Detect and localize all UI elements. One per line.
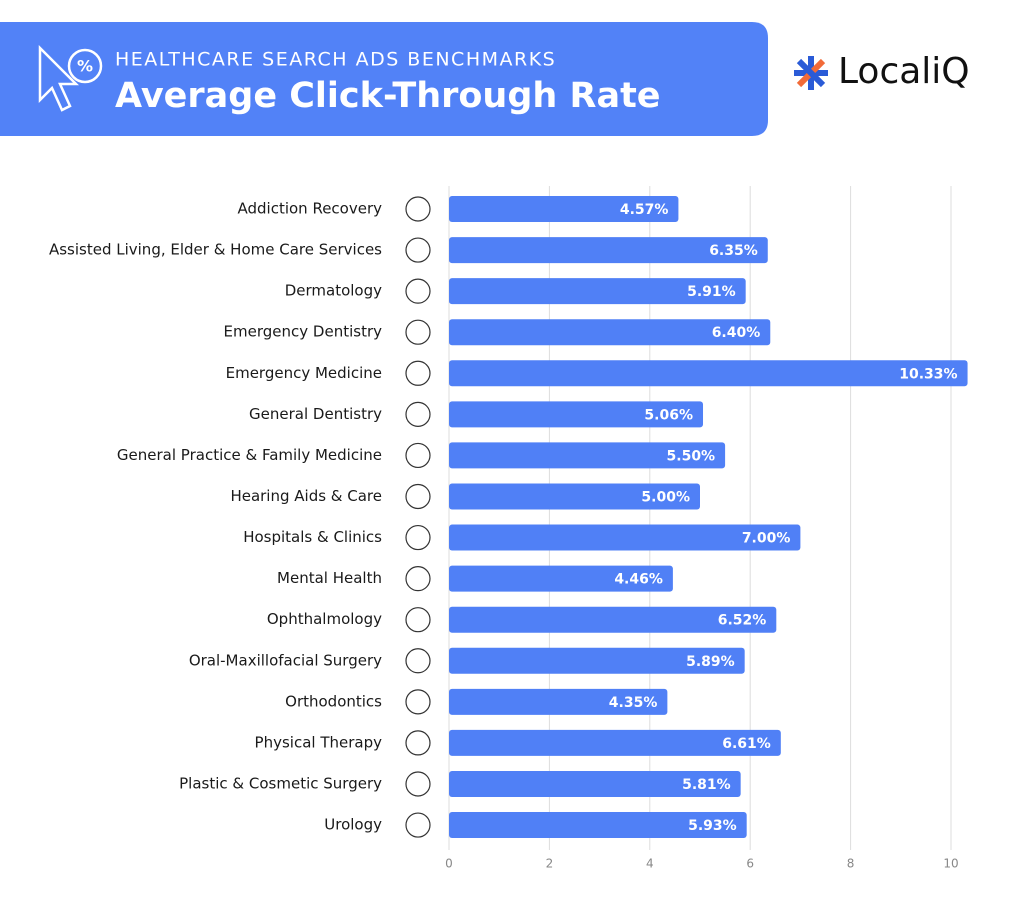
category-label: Hearing Aids & Care <box>230 487 382 505</box>
category-icon <box>405 237 431 263</box>
category-label: Emergency Dentistry <box>224 323 383 341</box>
category-icon <box>405 524 431 551</box>
category-icon <box>405 483 431 510</box>
value-label: 7.00% <box>742 531 791 547</box>
bar <box>449 565 673 592</box>
category-label: Hospitals & Clinics <box>243 528 382 546</box>
bar <box>449 524 801 551</box>
bar <box>449 237 768 264</box>
value-label: 4.35% <box>609 695 658 711</box>
value-label: 6.61% <box>722 736 771 752</box>
bar <box>449 483 700 510</box>
category-label: Addiction Recovery <box>237 200 382 218</box>
header-icon-symbol: % <box>77 57 93 76</box>
x-tick-label: 4 <box>646 857 654 871</box>
category-icon <box>405 689 431 715</box>
value-label: 5.81% <box>682 777 731 793</box>
value-label: 10.33% <box>899 366 957 382</box>
value-label: 5.50% <box>667 448 716 464</box>
chart-subtitle: HEALTHCARE SEARCH ADS BENCHMARKS <box>115 49 556 71</box>
category-icon <box>405 566 431 592</box>
category-label: Emergency Medicine <box>226 364 382 382</box>
bar <box>449 770 741 797</box>
category-label: Oral-Maxillofacial Surgery <box>189 651 382 669</box>
value-label: 4.57% <box>620 202 669 218</box>
bar <box>449 812 747 839</box>
value-label: 5.93% <box>688 818 737 834</box>
category-icon <box>405 196 431 222</box>
category-icon <box>405 812 431 838</box>
category-label: General Practice & Family Medicine <box>117 446 382 464</box>
bar <box>449 319 771 346</box>
category-icon <box>405 648 431 674</box>
brand-name: LocaliQ <box>838 51 970 92</box>
category-icon <box>405 771 431 797</box>
bar <box>449 729 781 756</box>
category-icon <box>405 319 431 345</box>
chart-title: Average Click-Through Rate <box>115 76 661 116</box>
value-label: 6.35% <box>709 243 758 259</box>
value-label: 6.40% <box>712 325 761 341</box>
value-label: 6.52% <box>718 613 767 629</box>
category-label: Plastic & Cosmetic Surgery <box>179 774 382 792</box>
category-label: Ophthalmology <box>267 610 382 628</box>
bar <box>449 442 726 469</box>
bar <box>449 278 746 305</box>
x-tick-label: 6 <box>746 857 754 871</box>
x-tick-label: 10 <box>943 857 958 871</box>
category-icon <box>405 607 431 633</box>
value-label: 4.46% <box>614 572 663 588</box>
bar <box>449 606 777 633</box>
category-label: General Dentistry <box>249 405 382 423</box>
category-icon <box>405 442 431 469</box>
bar <box>449 360 968 387</box>
header-icon <box>38 44 103 112</box>
category-label: Orthodontics <box>285 692 382 710</box>
value-label: 5.06% <box>644 407 693 423</box>
bar <box>449 196 679 222</box>
value-label: 5.91% <box>687 284 736 300</box>
x-tick-label: 0 <box>445 857 453 871</box>
value-label: 5.00% <box>641 489 690 505</box>
bar <box>449 401 704 428</box>
bar <box>449 647 745 674</box>
bar <box>449 688 668 715</box>
category-label: Urology <box>324 816 382 834</box>
category-label: Dermatology <box>285 282 382 300</box>
category-icon <box>405 730 431 756</box>
brand-logo <box>794 56 828 90</box>
category-label: Physical Therapy <box>255 733 383 751</box>
x-tick-label: 2 <box>546 857 554 871</box>
category-label: Assisted Living, Elder & Home Care Servi… <box>49 241 382 259</box>
category-icon <box>405 360 431 386</box>
x-tick-label: 8 <box>847 857 855 871</box>
category-icon <box>405 278 431 304</box>
value-label: 5.89% <box>686 654 735 670</box>
header-panel <box>0 22 768 136</box>
category-icon <box>405 401 431 427</box>
category-label: Mental Health <box>277 569 382 587</box>
